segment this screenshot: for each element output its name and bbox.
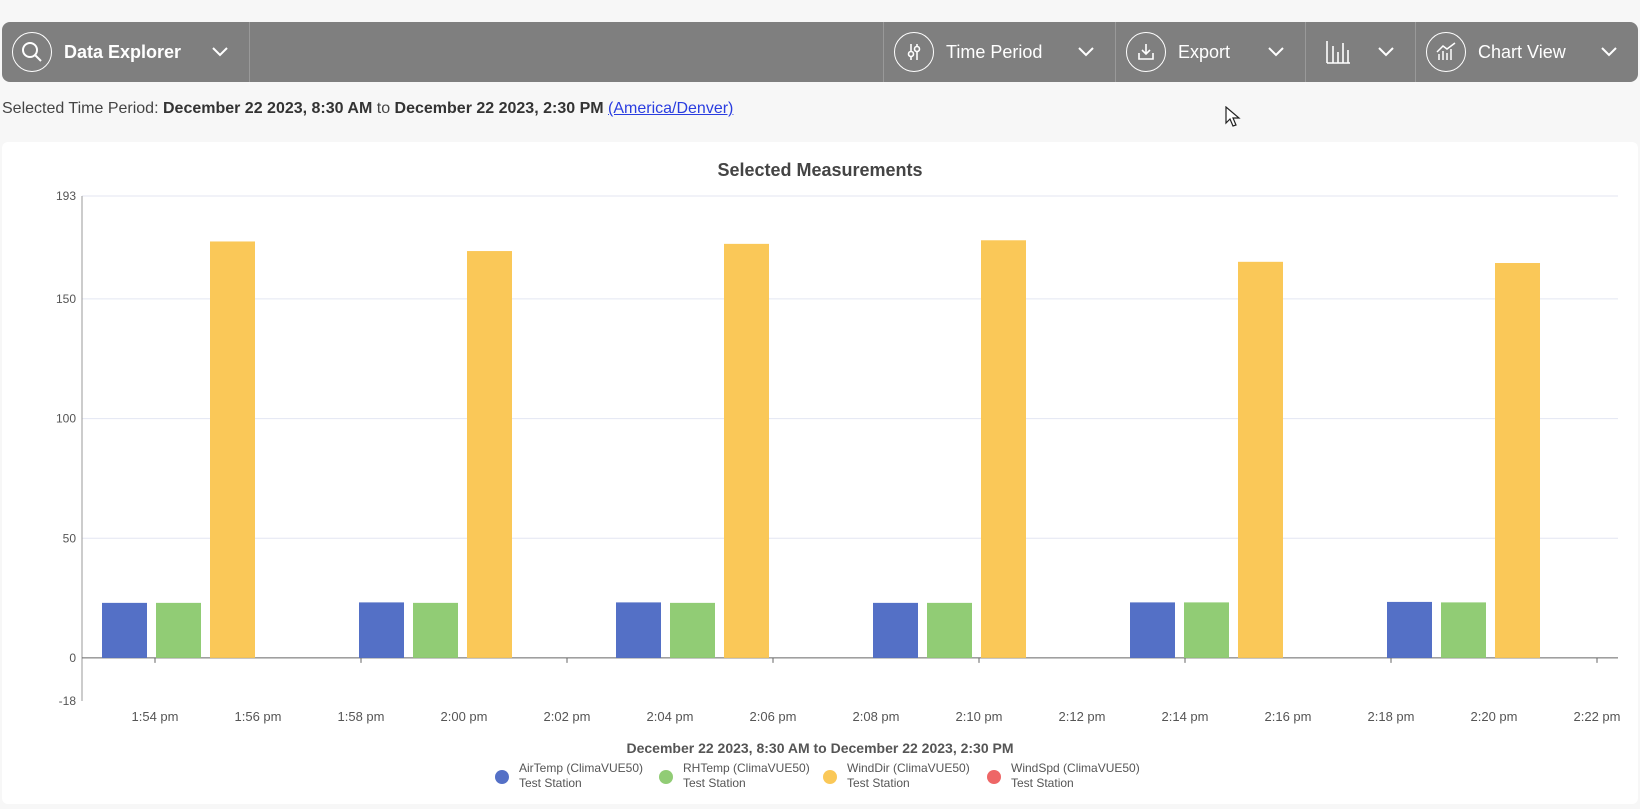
data-explorer-menu[interactable]: Data Explorer bbox=[2, 22, 250, 82]
x-tick-label: 2:12 pm bbox=[1059, 709, 1106, 724]
chevron-down-icon[interactable] bbox=[1077, 43, 1095, 61]
x-tick-label: 2:20 pm bbox=[1471, 709, 1518, 724]
bar-rhtemp bbox=[413, 602, 458, 658]
legend-swatch bbox=[659, 770, 673, 784]
toolbar: Data Explorer Time Period Export Chart V… bbox=[2, 22, 1638, 82]
chart-panel: Selected Measurements -18 0 50 100 150 193 1:5… bbox=[2, 142, 1638, 804]
bar-rhtemp bbox=[1441, 602, 1486, 658]
x-axis-label: December 22 2023, 8:30 AM to December 22… bbox=[626, 740, 1013, 756]
y-tick-label: 100 bbox=[56, 412, 76, 426]
chevron-down-icon[interactable] bbox=[211, 43, 229, 61]
legend-swatch bbox=[495, 770, 509, 784]
sliders-icon bbox=[894, 32, 934, 72]
mouse-cursor-icon bbox=[1225, 106, 1241, 127]
export-menu[interactable]: Export bbox=[1116, 22, 1306, 82]
trend-chart-icon bbox=[1426, 32, 1466, 72]
selected-time-period: Selected Time Period: December 22 2023, … bbox=[2, 100, 733, 118]
x-tick-label: 2:16 pm bbox=[1265, 709, 1312, 724]
y-tick-label: 50 bbox=[63, 531, 77, 545]
bar-airtemp bbox=[359, 602, 404, 658]
time-period-menu[interactable]: Time Period bbox=[884, 22, 1116, 82]
bar-winddir bbox=[1238, 261, 1283, 658]
x-tick-label: 2:10 pm bbox=[956, 709, 1003, 724]
y-tick-label: 150 bbox=[56, 292, 76, 306]
bar-airtemp bbox=[873, 602, 918, 658]
legend-item-label: WindSpd (ClimaVUE50) bbox=[1011, 761, 1140, 775]
x-tick-label: 2:00 pm bbox=[441, 709, 488, 724]
search-icon bbox=[12, 32, 52, 72]
y-tick-label: 193 bbox=[56, 189, 76, 203]
selected-period-end: December 22 2023, 2:30 PM bbox=[394, 100, 604, 117]
y-tick-label: -18 bbox=[59, 694, 77, 708]
chevron-down-icon[interactable] bbox=[1267, 43, 1285, 61]
bar-winddir bbox=[981, 240, 1026, 658]
chart-type-menu[interactable] bbox=[1306, 22, 1416, 82]
bar-winddir bbox=[1495, 263, 1540, 658]
legend-swatch bbox=[987, 770, 1001, 784]
legend-item-station: Test Station bbox=[683, 776, 746, 790]
data-explorer-label: Data Explorer bbox=[64, 41, 182, 62]
toolbar-spacer bbox=[250, 22, 884, 82]
bar-chart: -18 0 50 100 150 193 1:54 pm 1:56 pm 1:58 pm 2:00… bbox=[56, 189, 1621, 790]
legend-item-station: Test Station bbox=[847, 776, 910, 790]
x-tick-label: 2:22 pm bbox=[1574, 709, 1621, 724]
timezone-link[interactable]: (America/Denver) bbox=[608, 100, 734, 117]
x-tick-label: 2:04 pm bbox=[647, 709, 694, 724]
bar-chart-icon bbox=[1326, 41, 1350, 64]
legend-item-label: AirTemp (ClimaVUE50) bbox=[519, 761, 643, 775]
x-tick-label: 1:58 pm bbox=[338, 709, 385, 724]
bar-rhtemp bbox=[670, 602, 715, 658]
bar-airtemp bbox=[616, 602, 661, 658]
x-tick-label: 2:02 pm bbox=[544, 709, 591, 724]
selected-period-prefix: Selected Time Period: bbox=[2, 100, 159, 117]
bar-winddir bbox=[467, 251, 512, 658]
chart-view-label: Chart View bbox=[1478, 41, 1566, 62]
legend-item-station: Test Station bbox=[1011, 776, 1074, 790]
bar-winddir bbox=[724, 243, 769, 658]
bar-airtemp bbox=[102, 602, 147, 658]
y-tick-label: 0 bbox=[69, 651, 76, 665]
x-tick-label: 2:08 pm bbox=[853, 709, 900, 724]
x-tick-label: 2:18 pm bbox=[1368, 709, 1415, 724]
bar-rhtemp bbox=[1184, 602, 1229, 658]
chevron-down-icon[interactable] bbox=[1600, 43, 1618, 61]
x-tick-label: 1:54 pm bbox=[132, 709, 179, 724]
chart-title: Selected Measurements bbox=[717, 160, 923, 180]
legend-item-label: RHTemp (ClimaVUE50) bbox=[683, 761, 810, 775]
selected-period-start: December 22 2023, 8:30 AM bbox=[162, 100, 373, 117]
x-tick-label: 2:06 pm bbox=[750, 709, 797, 724]
bar-rhtemp bbox=[156, 602, 201, 658]
selected-period-joiner: to bbox=[376, 100, 391, 117]
legend-item-station: Test Station bbox=[519, 776, 582, 790]
legend-swatch bbox=[823, 770, 837, 784]
x-tick-label: 2:14 pm bbox=[1162, 709, 1209, 724]
chevron-down-icon[interactable] bbox=[1377, 43, 1395, 61]
chart-view-menu[interactable]: Chart View bbox=[1416, 22, 1638, 82]
bar-winddir bbox=[210, 241, 255, 658]
export-label: Export bbox=[1178, 41, 1231, 62]
bar-airtemp bbox=[1387, 601, 1432, 658]
x-tick-label: 1:56 pm bbox=[235, 709, 282, 724]
time-period-label: Time Period bbox=[946, 41, 1043, 62]
download-icon bbox=[1126, 32, 1166, 72]
legend-item-label: WindDir (ClimaVUE50) bbox=[847, 761, 970, 775]
bar-airtemp bbox=[1130, 602, 1175, 658]
bar-rhtemp bbox=[927, 602, 972, 658]
